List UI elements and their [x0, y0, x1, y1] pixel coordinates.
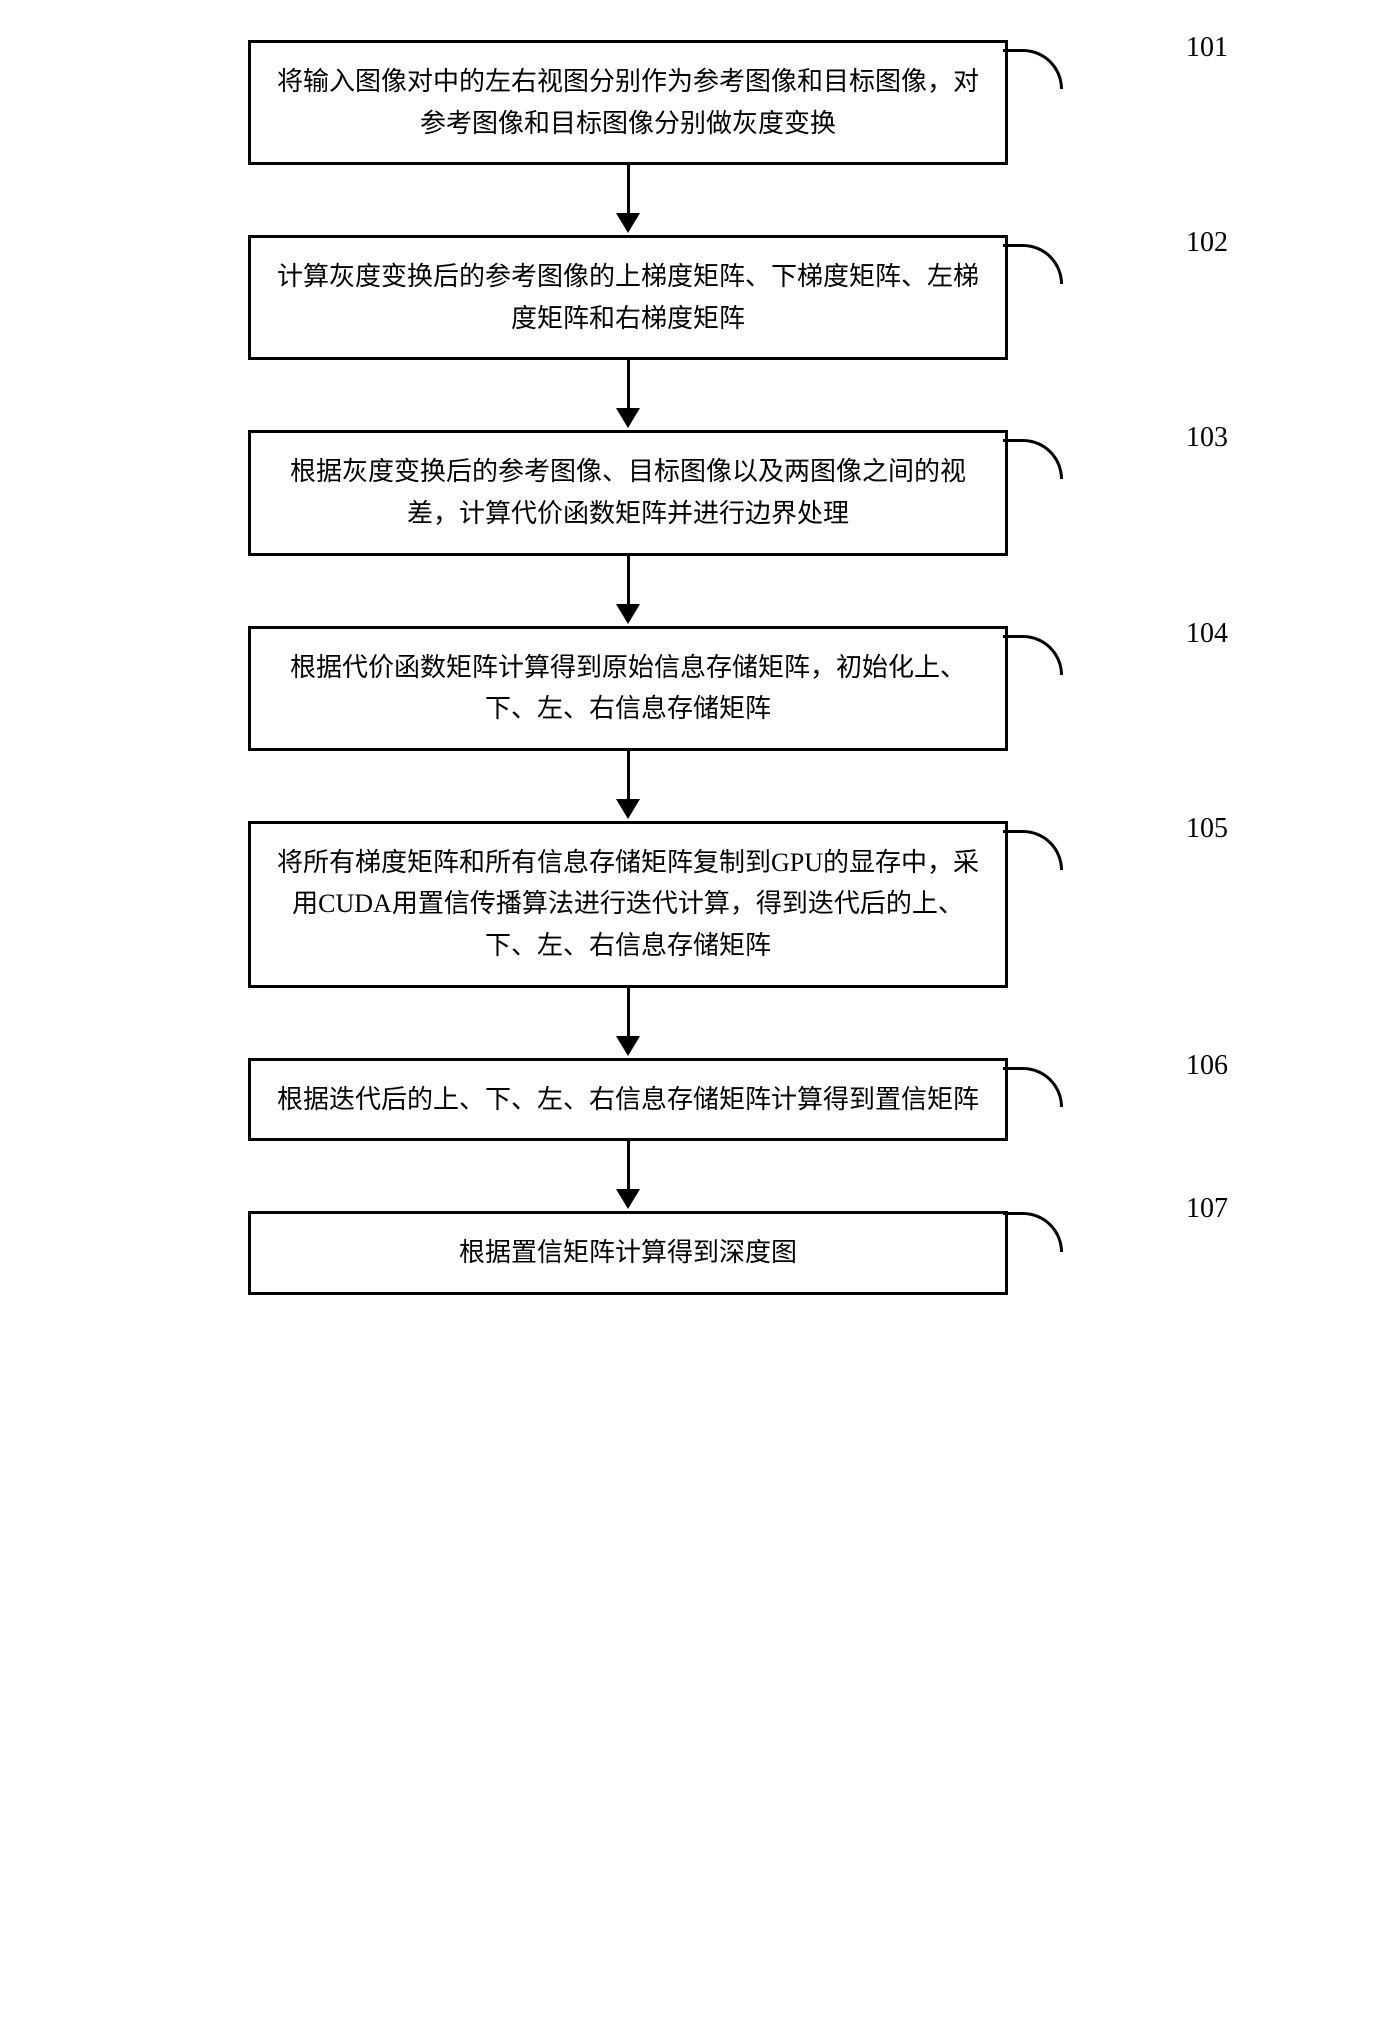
connector-curve — [1003, 635, 1063, 675]
arrow-head-icon — [616, 604, 640, 624]
step-label: 107 — [1186, 1193, 1228, 1225]
step-box-106: 根据迭代后的上、下、左、右信息存储矩阵计算得到置信矩阵 — [248, 1058, 1008, 1142]
step-text: 根据代价函数矩阵计算得到原始信息存储矩阵，初始化上、下、左、右信息存储矩阵 — [290, 653, 966, 724]
step-label: 106 — [1186, 1050, 1228, 1082]
flowchart-container: 将输入图像对中的左右视图分别作为参考图像和目标图像，对参考图像和目标图像分别做灰… — [248, 40, 1128, 1295]
flow-arrow — [248, 751, 1008, 821]
flow-step: 根据灰度变换后的参考图像、目标图像以及两图像之间的视差，计算代价函数矩阵并进行边… — [248, 430, 1128, 555]
step-text: 将所有梯度矩阵和所有信息存储矩阵复制到GPU的显存中，采用CUDA用置信传播算法… — [277, 848, 979, 960]
connector-curve — [1003, 439, 1063, 479]
step-label: 102 — [1186, 227, 1228, 259]
step-text: 根据灰度变换后的参考图像、目标图像以及两图像之间的视差，计算代价函数矩阵并进行边… — [290, 457, 966, 528]
step-box-102: 计算灰度变换后的参考图像的上梯度矩阵、下梯度矩阵、左梯度矩阵和右梯度矩阵 — [248, 235, 1008, 360]
arrow-shaft — [627, 751, 630, 801]
arrow-shaft — [627, 1141, 630, 1191]
connector-curve — [1003, 1067, 1063, 1107]
flow-arrow — [248, 165, 1008, 235]
arrow-head-icon — [616, 213, 640, 233]
arrow-shaft — [627, 988, 630, 1038]
step-text: 将输入图像对中的左右视图分别作为参考图像和目标图像，对参考图像和目标图像分别做灰… — [277, 67, 979, 138]
flow-step: 计算灰度变换后的参考图像的上梯度矩阵、下梯度矩阵、左梯度矩阵和右梯度矩阵 102 — [248, 235, 1128, 360]
arrow-head-icon — [616, 799, 640, 819]
connector-curve — [1003, 830, 1063, 870]
step-text: 计算灰度变换后的参考图像的上梯度矩阵、下梯度矩阵、左梯度矩阵和右梯度矩阵 — [277, 262, 979, 333]
flow-step: 将所有梯度矩阵和所有信息存储矩阵复制到GPU的显存中，采用CUDA用置信传播算法… — [248, 821, 1128, 988]
connector-curve — [1003, 49, 1063, 89]
flow-step: 将输入图像对中的左右视图分别作为参考图像和目标图像，对参考图像和目标图像分别做灰… — [248, 40, 1128, 165]
flow-arrow — [248, 988, 1008, 1058]
step-label: 103 — [1186, 422, 1228, 454]
flow-step: 根据置信矩阵计算得到深度图 107 — [248, 1211, 1128, 1295]
step-box-105: 将所有梯度矩阵和所有信息存储矩阵复制到GPU的显存中，采用CUDA用置信传播算法… — [248, 821, 1008, 988]
flow-step: 根据迭代后的上、下、左、右信息存储矩阵计算得到置信矩阵 106 — [248, 1058, 1128, 1142]
flow-step: 根据代价函数矩阵计算得到原始信息存储矩阵，初始化上、下、左、右信息存储矩阵 10… — [248, 626, 1128, 751]
step-label: 105 — [1186, 813, 1228, 845]
step-box-107: 根据置信矩阵计算得到深度图 — [248, 1211, 1008, 1295]
arrow-head-icon — [616, 1036, 640, 1056]
step-box-103: 根据灰度变换后的参考图像、目标图像以及两图像之间的视差，计算代价函数矩阵并进行边… — [248, 430, 1008, 555]
step-text: 根据迭代后的上、下、左、右信息存储矩阵计算得到置信矩阵 — [277, 1085, 979, 1114]
arrow-head-icon — [616, 1189, 640, 1209]
arrow-head-icon — [616, 408, 640, 428]
flow-arrow — [248, 556, 1008, 626]
flow-arrow — [248, 360, 1008, 430]
step-label: 104 — [1186, 618, 1228, 650]
step-text: 根据置信矩阵计算得到深度图 — [459, 1238, 797, 1267]
arrow-shaft — [627, 360, 630, 410]
step-label: 101 — [1186, 32, 1228, 64]
step-box-101: 将输入图像对中的左右视图分别作为参考图像和目标图像，对参考图像和目标图像分别做灰… — [248, 40, 1008, 165]
arrow-shaft — [627, 556, 630, 606]
connector-curve — [1003, 1212, 1063, 1252]
step-box-104: 根据代价函数矩阵计算得到原始信息存储矩阵，初始化上、下、左、右信息存储矩阵 — [248, 626, 1008, 751]
connector-curve — [1003, 244, 1063, 284]
flow-arrow — [248, 1141, 1008, 1211]
arrow-shaft — [627, 165, 630, 215]
